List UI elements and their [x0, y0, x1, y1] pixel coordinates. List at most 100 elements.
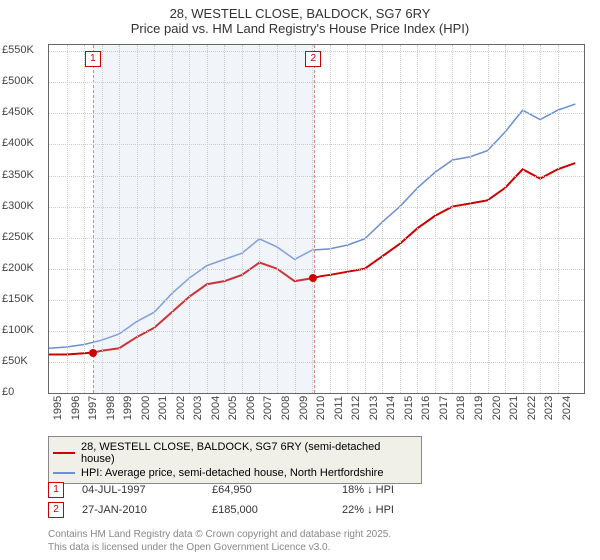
gridline-v — [84, 45, 85, 393]
gridline-v — [505, 45, 506, 393]
gridline-v — [523, 45, 524, 393]
gridline-v — [277, 45, 278, 393]
x-axis-label: 2012 — [350, 396, 362, 420]
y-axis-label: £500K — [2, 75, 34, 87]
chart-title: 28, WESTELL CLOSE, BALDOCK, SG7 6RY Pric… — [0, 0, 600, 36]
gridline-v — [189, 45, 190, 393]
sale-hpi-delta: 22% ↓ HPI — [342, 504, 472, 516]
y-axis-label: £0 — [2, 386, 14, 398]
gridline-h — [49, 113, 584, 114]
sales-row: 104-JUL-1997£64,95018% ↓ HPI — [48, 482, 472, 498]
x-axis-label: 2020 — [491, 396, 503, 420]
gridline-v — [224, 45, 225, 393]
x-axis-label: 2003 — [192, 396, 204, 420]
x-axis-label: 2017 — [438, 396, 450, 420]
legend: 28, WESTELL CLOSE, BALDOCK, SG7 6RY (sem… — [48, 436, 422, 484]
x-axis-label: 2013 — [368, 396, 380, 420]
gridline-v — [137, 45, 138, 393]
y-axis-label: £550K — [2, 44, 34, 56]
y-axis-label: £150K — [2, 293, 34, 305]
x-axis-label: 2002 — [175, 396, 187, 420]
gridline-v — [154, 45, 155, 393]
gridline-v — [330, 45, 331, 393]
gridline-h — [49, 300, 584, 301]
x-axis-label: 2022 — [526, 396, 538, 420]
gridline-v — [435, 45, 436, 393]
title-line2: Price paid vs. HM Land Registry's House … — [0, 21, 600, 36]
y-axis-label: £350K — [2, 169, 34, 181]
x-axis-label: 1997 — [87, 396, 99, 420]
gridline-h — [49, 362, 584, 363]
sale-marker-box: 2 — [305, 51, 321, 67]
sales-row: 227-JAN-2010£185,00022% ↓ HPI — [48, 502, 472, 518]
sale-hpi-delta: 18% ↓ HPI — [342, 484, 472, 496]
sale-price: £64,950 — [212, 484, 342, 496]
x-axis-label: 2018 — [455, 396, 467, 420]
legend-label: 28, WESTELL CLOSE, BALDOCK, SG7 6RY (sem… — [81, 441, 417, 465]
sale-marker-box: 1 — [85, 51, 101, 67]
x-axis-label: 1998 — [105, 396, 117, 420]
gridline-v — [295, 45, 296, 393]
y-axis-label: £100K — [2, 324, 34, 336]
sale-dot — [309, 274, 317, 282]
gridline-h — [49, 176, 584, 177]
x-axis-label: 2011 — [333, 396, 345, 420]
gridline-h — [49, 269, 584, 270]
legend-item: 28, WESTELL CLOSE, BALDOCK, SG7 6RY (sem… — [53, 441, 417, 465]
gridline-v — [207, 45, 208, 393]
gridline-v — [400, 45, 401, 393]
sale-date: 27-JAN-2010 — [82, 504, 212, 516]
sale-date: 04-JUL-1997 — [82, 484, 212, 496]
x-axis-label: 2016 — [420, 396, 432, 420]
gridline-v — [470, 45, 471, 393]
x-axis-label: 2005 — [227, 396, 239, 420]
gridline-v — [172, 45, 173, 393]
gridline-v — [67, 45, 68, 393]
x-axis-label: 1995 — [52, 396, 64, 420]
y-axis-label: £300K — [2, 200, 34, 212]
legend-swatch — [53, 472, 75, 474]
gridline-v — [312, 45, 313, 393]
x-axis-label: 2006 — [245, 396, 257, 420]
gridline-v — [488, 45, 489, 393]
x-axis-label: 2009 — [298, 396, 310, 420]
x-axis-label: 2000 — [140, 396, 152, 420]
gridline-h — [49, 207, 584, 208]
gridline-v — [417, 45, 418, 393]
x-axis-label: 2001 — [157, 396, 169, 420]
gridline-v — [540, 45, 541, 393]
gridline-v — [259, 45, 260, 393]
x-axis-label: 1996 — [70, 396, 82, 420]
gridline-v — [102, 45, 103, 393]
x-axis-label: 2019 — [473, 396, 485, 420]
gridline-h — [49, 238, 584, 239]
y-axis-label: £250K — [2, 231, 34, 243]
footer-line1: Contains HM Land Registry data © Crown c… — [48, 528, 391, 541]
footer-attribution: Contains HM Land Registry data © Crown c… — [48, 528, 391, 554]
gridline-v — [452, 45, 453, 393]
sale-dot — [89, 349, 97, 357]
x-axis-label: 2008 — [280, 396, 292, 420]
x-axis-label: 2024 — [561, 396, 573, 420]
legend-swatch — [53, 452, 75, 454]
sale-price: £185,000 — [212, 504, 342, 516]
footer-line2: This data is licensed under the Open Gov… — [48, 541, 391, 554]
gridline-v — [347, 45, 348, 393]
gridline-v — [558, 45, 559, 393]
y-axis-label: £200K — [2, 262, 34, 274]
plot-area: 12 — [48, 44, 585, 394]
y-axis-label: £50K — [2, 355, 28, 367]
x-axis-label: 2015 — [403, 396, 415, 420]
x-axis-label: 2021 — [508, 396, 520, 420]
sale-period-band — [93, 45, 315, 393]
gridline-v — [242, 45, 243, 393]
sales-table: 104-JUL-1997£64,95018% ↓ HPI 227-JAN-2010… — [48, 478, 472, 522]
gridline-h — [49, 331, 584, 332]
gridline-v — [365, 45, 366, 393]
gridline-v — [382, 45, 383, 393]
x-axis-label: 2007 — [262, 396, 274, 420]
y-axis-label: £450K — [2, 106, 34, 118]
x-axis-label: 2023 — [543, 396, 555, 420]
x-axis-label: 2004 — [210, 396, 222, 420]
x-axis-label: 2014 — [385, 396, 397, 420]
